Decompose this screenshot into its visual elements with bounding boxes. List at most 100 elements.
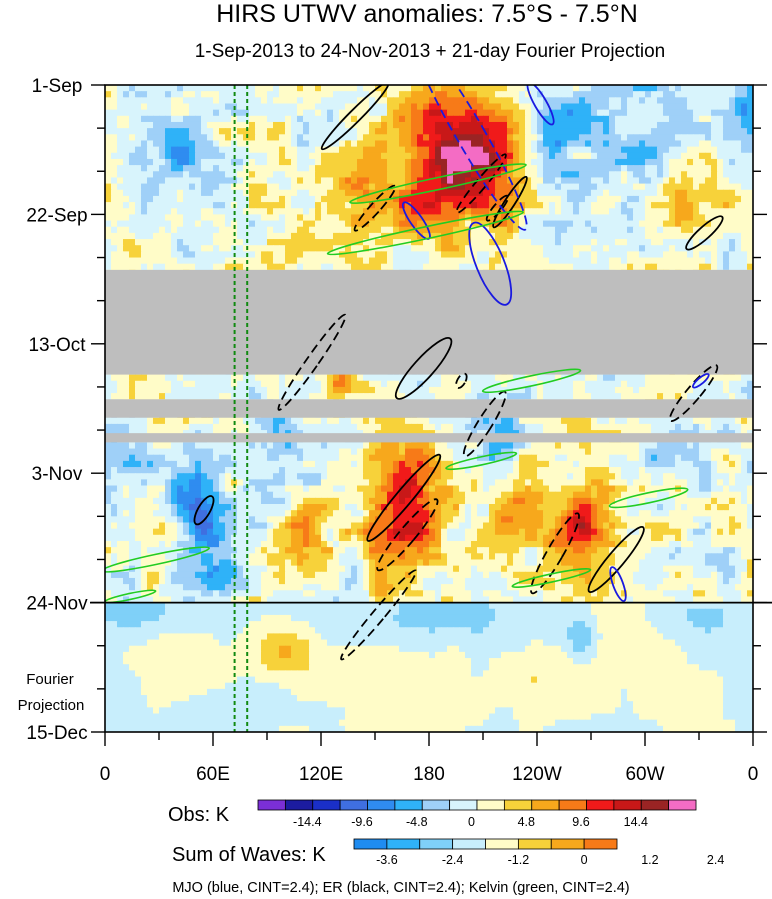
obs-cell	[321, 158, 328, 166]
obs-cell	[471, 91, 478, 98]
obs-cell	[249, 85, 256, 92]
obs-cell	[255, 195, 262, 203]
obs-cell	[687, 171, 694, 179]
obs-cell	[273, 208, 280, 215]
obs-cell	[147, 183, 154, 191]
obs-cell	[165, 232, 172, 240]
obs-cell	[423, 239, 430, 246]
obs-cell	[669, 115, 676, 123]
obs-cell	[543, 171, 550, 179]
obs-cell	[429, 128, 436, 135]
obs-cell	[525, 226, 532, 234]
obs-cell	[207, 134, 214, 142]
obs-cell	[249, 208, 256, 215]
obs-cell	[657, 103, 664, 111]
obs-cell	[513, 152, 520, 160]
obs-cell	[159, 165, 166, 172]
obs-cell	[483, 85, 490, 92]
obs-cell	[321, 220, 328, 228]
obs-cell	[255, 202, 262, 209]
obs-cell	[735, 115, 742, 123]
obs-cell	[735, 245, 742, 252]
obs-cell	[429, 195, 436, 203]
obs-cell	[219, 202, 226, 209]
obs-cell	[333, 97, 340, 105]
obs-cell	[639, 239, 646, 246]
obs-cell	[123, 257, 130, 265]
obs-cell	[207, 85, 214, 92]
obs-cell	[573, 226, 580, 234]
obs-cell	[381, 214, 388, 222]
obs-cell	[507, 202, 514, 209]
obs-cell	[675, 91, 682, 98]
obs-cell	[189, 263, 196, 271]
obs-cell	[255, 208, 262, 215]
obs-cell	[729, 121, 736, 129]
obs-cell	[603, 189, 610, 197]
obs-cell	[537, 115, 544, 123]
obs-cell	[507, 121, 514, 129]
obs-cell	[363, 171, 370, 179]
obs-cell	[303, 115, 310, 123]
obs-cell	[429, 245, 436, 252]
obs-cell	[333, 158, 340, 166]
obs-cell	[381, 121, 388, 129]
obs-cell	[171, 239, 178, 246]
obs-cell	[747, 208, 753, 215]
obs-cell	[741, 171, 748, 179]
obs-cell	[621, 183, 628, 191]
obs-cell	[303, 263, 310, 271]
obs-cell	[411, 239, 418, 246]
obs-cell	[147, 208, 154, 215]
obs-cell	[153, 121, 160, 129]
obs-cell	[339, 183, 346, 191]
obs-cell	[183, 202, 190, 209]
obs-cell	[171, 115, 178, 123]
obs-cell	[117, 91, 124, 98]
obs-cell	[219, 257, 226, 265]
obs-cell	[429, 158, 436, 166]
obs-cell	[345, 232, 352, 240]
obs-cell	[735, 165, 742, 172]
obs-cell	[267, 177, 274, 185]
obs-cell	[531, 146, 538, 154]
obs-cell	[657, 189, 664, 197]
obs-cell	[519, 103, 526, 111]
obs-cell	[519, 257, 526, 265]
obs-cell	[561, 103, 568, 111]
obs-cell	[609, 97, 616, 105]
obs-cell	[309, 220, 316, 228]
obs-cell	[513, 109, 520, 117]
obs-cell	[297, 257, 304, 265]
obs-cell	[501, 232, 508, 240]
obs-cell	[375, 115, 382, 123]
obs-cell	[423, 214, 430, 222]
obs-cell	[237, 97, 244, 105]
obs-cell	[177, 134, 184, 142]
obs-cell	[675, 195, 682, 203]
obs-cell	[549, 140, 556, 148]
obs-cell	[597, 165, 604, 172]
obs-cell	[135, 146, 142, 154]
obs-cell	[105, 177, 112, 185]
obs-cell	[327, 257, 334, 265]
obs-cell	[135, 257, 142, 265]
obs-cell	[423, 115, 430, 123]
obs-cell	[729, 115, 736, 123]
obs-cell	[597, 97, 604, 105]
obs-cell	[165, 214, 172, 222]
obs-cell	[681, 128, 688, 135]
obs-cell	[345, 183, 352, 191]
obs-cell	[567, 171, 574, 179]
obs-cell	[363, 232, 370, 240]
obs-cell	[471, 183, 478, 191]
obs-cell	[735, 146, 742, 154]
obs-cell	[543, 103, 550, 111]
obs-cell	[705, 214, 712, 222]
obs-cell	[471, 245, 478, 252]
obs-cell	[393, 109, 400, 117]
obs-cell	[153, 263, 160, 271]
obs-cell	[447, 97, 454, 105]
obs-cell	[507, 226, 514, 234]
obs-cell	[693, 109, 700, 117]
